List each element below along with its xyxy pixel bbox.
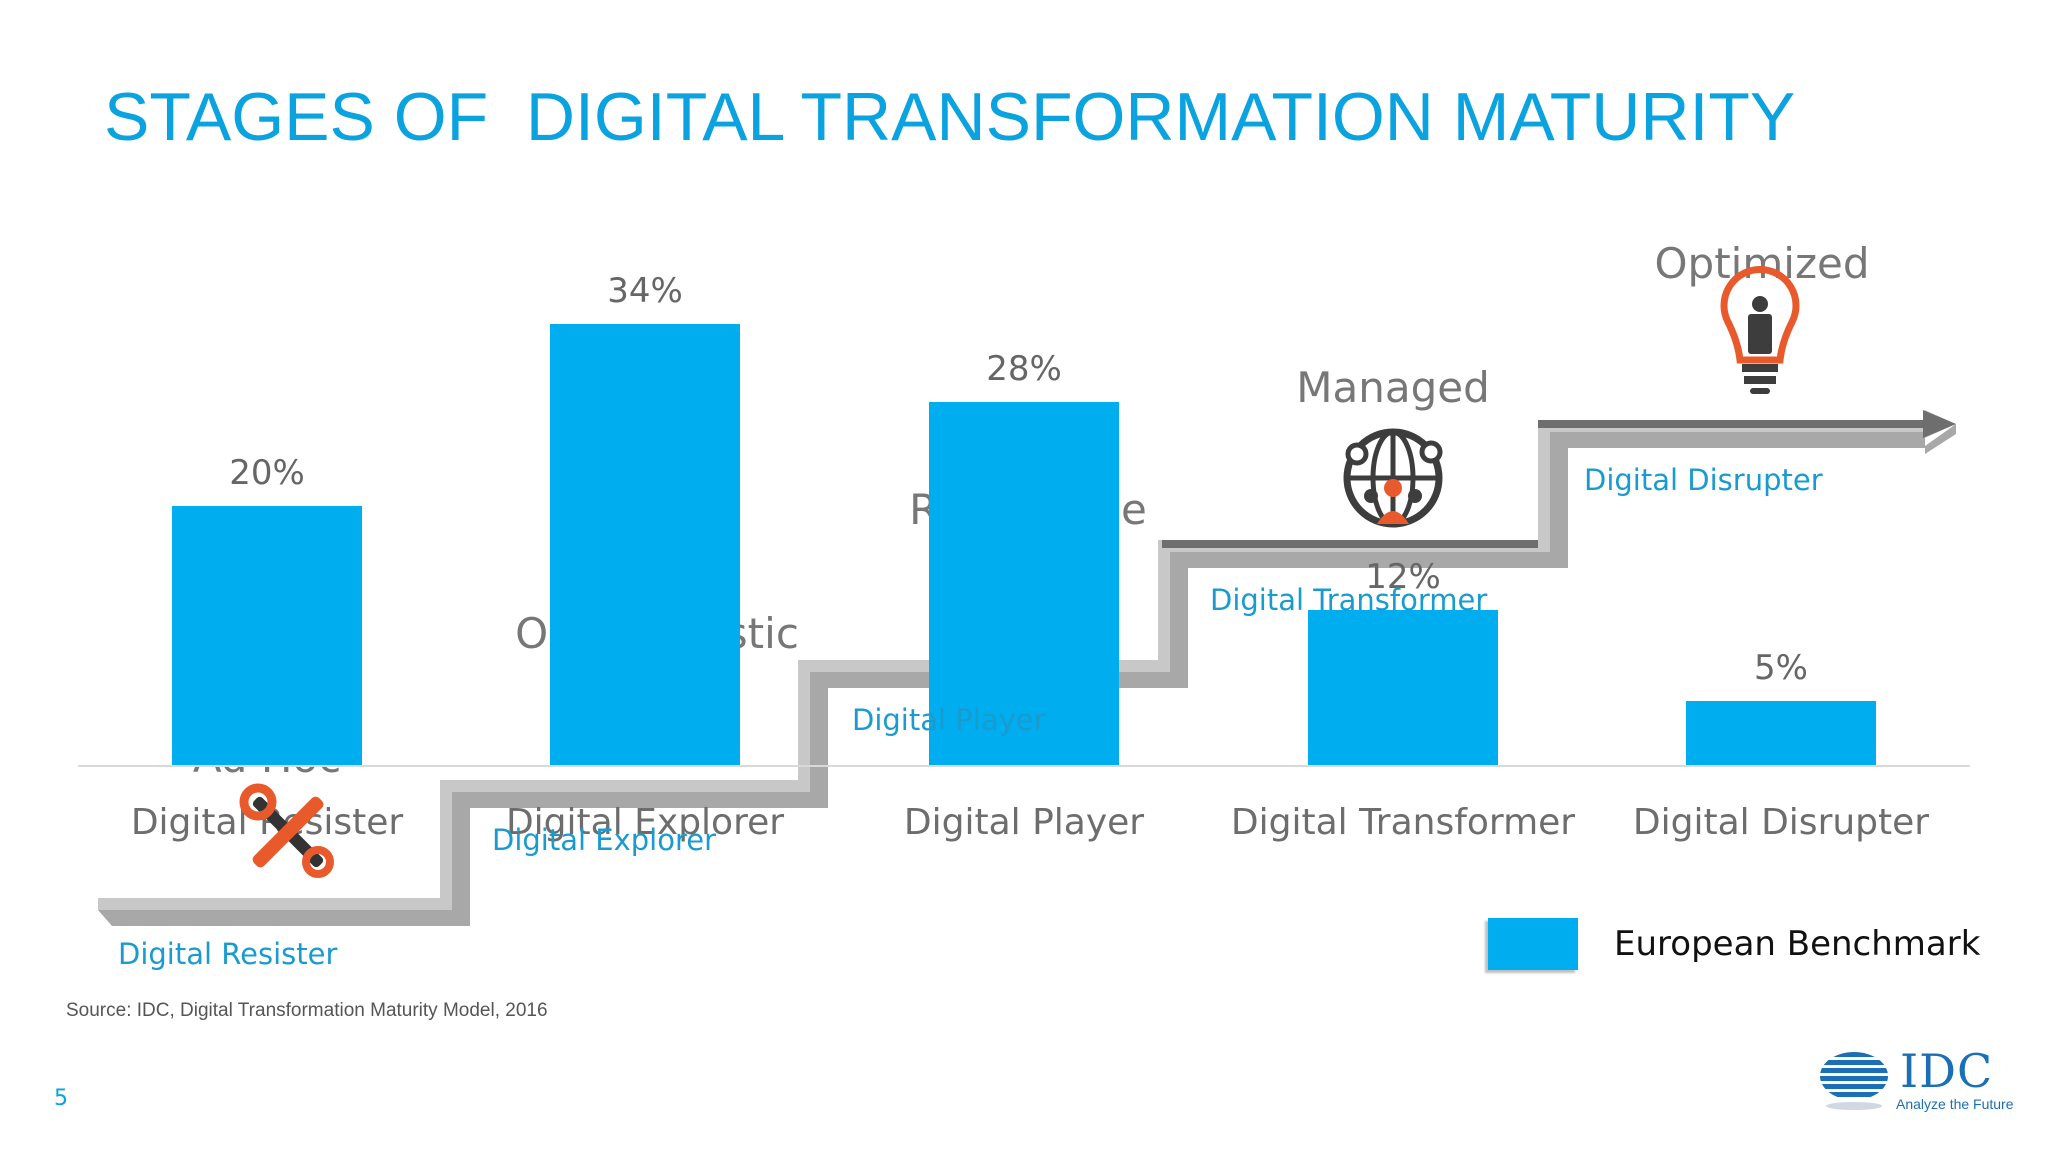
stair-label-1: Digital Resister xyxy=(118,937,337,971)
page-number: 5 xyxy=(54,1086,68,1111)
legend: European Benchmark xyxy=(1488,916,1980,972)
category-labels: Digital Resister Digital Explorer Digital … xyxy=(131,802,1929,843)
slide-title: STAGES OF DIGITAL TRANSFORMATION MATURIT… xyxy=(104,79,1796,155)
source-note: Source: IDC, Digital Transformation Matu… xyxy=(66,1000,548,1021)
data-label-2: 34% xyxy=(607,271,683,311)
data-label-4: 12% xyxy=(1365,557,1441,597)
legend-label: European Benchmark xyxy=(1614,924,1981,964)
category-label-4: Digital Transformer xyxy=(1231,802,1575,843)
global-network-people-icon xyxy=(1343,428,1443,528)
idc-globe-icon xyxy=(1820,1052,1888,1110)
category-label-3: Digital Player xyxy=(904,802,1144,843)
level-label-5: Optimized xyxy=(1655,239,1870,288)
category-label-5: Digital Disrupter xyxy=(1633,802,1929,843)
bar-4 xyxy=(1308,610,1498,766)
category-label-2: Digital Explorer xyxy=(506,802,784,843)
data-label-1: 20% xyxy=(229,453,305,493)
idc-logo-tagline: Analyze the Future xyxy=(1896,1096,2014,1112)
idc-logo: IDC Analyze the Future xyxy=(1818,1044,2018,1112)
stair-label-3: Digital Player xyxy=(852,703,1046,737)
bar-5 xyxy=(1686,701,1876,766)
bars xyxy=(172,324,1876,766)
level-label-4: Managed xyxy=(1296,363,1490,412)
idc-logo-word: IDC xyxy=(1900,1044,1994,1098)
data-label-3: 28% xyxy=(986,349,1062,389)
stair-label-2: Digital Explorer xyxy=(492,823,716,857)
bar-3 xyxy=(929,402,1119,766)
lightbulb-person-icon xyxy=(1720,266,1800,394)
bar-1 xyxy=(172,506,362,766)
wrench-screwdriver-icon xyxy=(239,783,334,878)
stair-label-5: Digital Disrupter xyxy=(1584,463,1823,497)
data-labels: 20% 34% 28% 12% 5% xyxy=(229,271,1808,688)
bar-2 xyxy=(550,324,740,766)
legend-swatch xyxy=(1488,918,1578,970)
data-label-5: 5% xyxy=(1754,648,1808,688)
stair-label-4: Digital Transformer xyxy=(1210,583,1487,617)
stair-step-dark xyxy=(1162,410,1956,548)
